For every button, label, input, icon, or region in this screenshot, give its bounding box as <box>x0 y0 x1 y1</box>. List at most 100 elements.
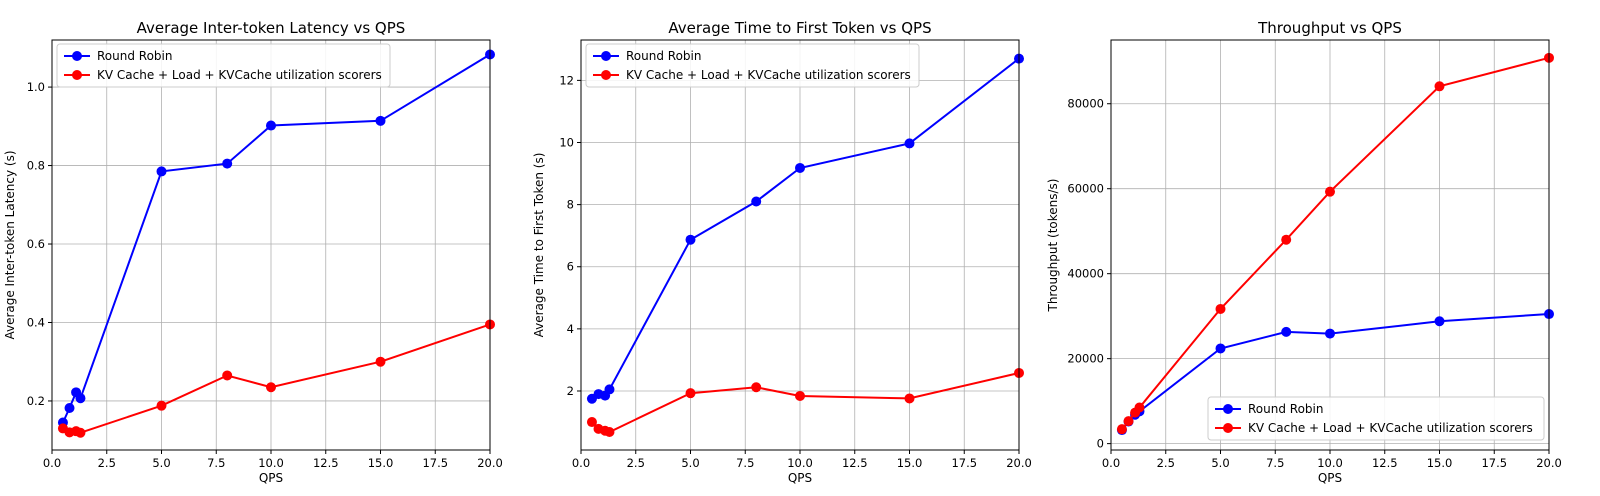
data-point <box>604 384 615 395</box>
data-point <box>1434 81 1445 92</box>
series-line-2 <box>1121 56 1550 430</box>
x-tick-label: 7.5 <box>207 456 225 470</box>
y-tick-label: 0 <box>1097 437 1104 451</box>
y-tick-label: 0.8 <box>27 159 45 173</box>
data-point <box>222 158 233 169</box>
series-line-1 <box>591 57 1020 400</box>
series-line-2 <box>62 323 491 434</box>
x-tick-label: 15.0 <box>1427 456 1453 470</box>
y-tick-label: 20000 <box>1067 352 1104 366</box>
data-point <box>156 400 167 411</box>
chart-title: Average Time to First Token vs QPS <box>668 19 931 37</box>
legend-entry-label: Round Robin <box>97 49 172 63</box>
data-point <box>685 388 696 399</box>
plot-frame <box>51 39 491 451</box>
legend-swatch-marker <box>1223 404 1233 414</box>
legend-box <box>56 43 391 88</box>
y-tick-label: 12 <box>559 73 574 87</box>
data-point <box>1215 303 1226 314</box>
chart-title: Throughput vs QPS <box>1257 19 1402 37</box>
data-point <box>1123 416 1134 427</box>
x-tick-label: 20.0 <box>1536 456 1562 470</box>
y-tick-label: 80000 <box>1067 97 1104 111</box>
legend-entry-label: Round Robin <box>1248 402 1323 416</box>
data-point <box>266 120 276 131</box>
x-tick-label: 5.0 <box>1211 456 1229 470</box>
x-tick-label: 2.5 <box>1157 456 1175 470</box>
y-axis-label: Throughput (tokens/s) <box>1046 179 1060 313</box>
x-tick-label: 15.0 <box>368 456 394 470</box>
y-tick-label: 0.4 <box>27 315 45 329</box>
data-point <box>751 382 762 393</box>
chart-title: Average Inter-token Latency vs QPS <box>137 19 406 37</box>
x-tick-label: 2.5 <box>627 456 645 470</box>
x-axis-label: QPS <box>788 471 812 485</box>
data-point <box>266 382 276 393</box>
data-point <box>904 138 915 149</box>
x-tick-label: 2.5 <box>98 456 116 470</box>
y-tick-label: 60000 <box>1067 182 1104 196</box>
x-tick-label: 5.0 <box>152 456 170 470</box>
x-tick-label: 10.0 <box>787 456 813 470</box>
x-tick-label: 12.5 <box>1372 456 1398 470</box>
legend: Round Robin KV Cache + Load + KVCache uti… <box>1207 396 1545 441</box>
x-tick-label: 7.5 <box>736 456 754 470</box>
data-point <box>156 166 167 177</box>
x-tick-label: 17.5 <box>1481 456 1507 470</box>
legend-box <box>585 43 920 88</box>
data-point <box>1116 424 1127 435</box>
chart-panel-3: 0.0 2.5 5.0 7.5 10.0 12.5 15.0 17.5 20.0 0 20000 40… <box>1046 19 1562 485</box>
data-point <box>64 403 75 414</box>
x-tick-label: 0.0 <box>572 456 590 470</box>
y-axis-label: Average Time to First Token (s) <box>532 153 546 338</box>
data-point <box>751 196 762 207</box>
data-point <box>904 393 915 404</box>
data-point <box>586 417 597 428</box>
x-tick-label: 0.0 <box>43 456 61 470</box>
y-tick-label: 8 <box>567 198 574 212</box>
data-point <box>375 115 386 126</box>
chart-panel-1: 0.0 2.5 5.0 7.5 10.0 12.5 15.0 17.5 20.0 0.2 0.4 0.… <box>3 19 503 485</box>
data-point <box>1281 326 1292 337</box>
data-point <box>685 234 696 245</box>
series-line-2 <box>591 372 1020 434</box>
x-tick-label: 10.0 <box>258 456 284 470</box>
y-tick-label: 2 <box>567 384 574 398</box>
x-tick-label: 17.5 <box>951 456 977 470</box>
x-tick-label: 15.0 <box>897 456 923 470</box>
y-tick-label: 6 <box>567 260 574 274</box>
legend-swatch-marker <box>601 51 611 61</box>
legend-entry-label: Round Robin <box>626 49 701 63</box>
legend-swatch-marker <box>72 51 82 61</box>
x-axis-label: QPS <box>259 471 283 485</box>
legend-box <box>1207 396 1545 441</box>
y-axis-label: Average Inter-token Latency (s) <box>3 150 17 339</box>
plot-frame <box>1110 39 1550 451</box>
x-tick-label: 12.5 <box>313 456 339 470</box>
y-tick-label: 1.0 <box>27 80 45 94</box>
series-line-1 <box>62 53 491 423</box>
x-tick-label: 7.5 <box>1266 456 1284 470</box>
legend-swatch-marker <box>1223 423 1233 433</box>
legend-entry-label: KV Cache + Load + KVCache utilization sc… <box>1248 421 1533 435</box>
y-tick-label: 40000 <box>1067 267 1104 281</box>
data-point <box>75 427 86 438</box>
data-point <box>375 356 386 367</box>
y-tick-label: 4 <box>567 322 574 336</box>
legend-swatch-marker <box>601 70 611 80</box>
y-tick-label: 10 <box>559 136 574 150</box>
x-tick-label: 10.0 <box>1317 456 1343 470</box>
x-tick-label: 0.0 <box>1102 456 1120 470</box>
legend-swatch-marker <box>72 70 82 80</box>
data-point <box>222 370 233 381</box>
data-point <box>1325 186 1335 197</box>
data-point <box>1215 343 1226 354</box>
x-tick-label: 12.5 <box>842 456 868 470</box>
chart-panel-2: 0.0 2.5 5.0 7.5 10.0 12.5 15.0 17.5 20.0 2 4 6 8 10 12… <box>532 19 1032 485</box>
x-tick-label: 5.0 <box>681 456 699 470</box>
x-tick-label: 17.5 <box>422 456 448 470</box>
data-point <box>1281 234 1292 245</box>
x-axis-label: QPS <box>1318 471 1342 485</box>
data-point <box>1134 402 1145 413</box>
legend-entry-label: KV Cache + Load + KVCache utilization sc… <box>626 68 911 82</box>
